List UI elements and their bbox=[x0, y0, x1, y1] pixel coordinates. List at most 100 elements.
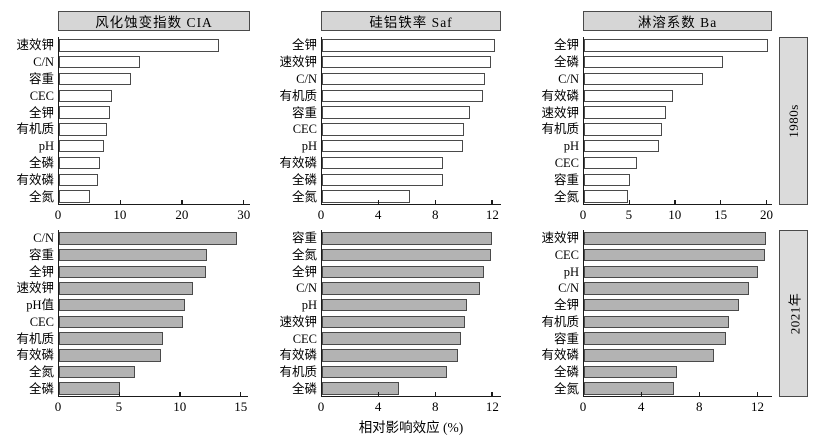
category-label: 速效钾 bbox=[541, 105, 579, 120]
tick-label: 12 bbox=[750, 399, 764, 414]
tick-label: 10 bbox=[668, 207, 682, 222]
tick-label: 8 bbox=[432, 207, 439, 222]
category-label: pH bbox=[563, 139, 579, 154]
bar bbox=[59, 232, 238, 245]
category-label: C/N bbox=[296, 281, 317, 296]
bar bbox=[584, 89, 673, 103]
category-label: pH bbox=[563, 264, 579, 279]
tick-mark bbox=[756, 392, 759, 396]
row-label-1980s: 1980s bbox=[785, 104, 801, 138]
category-label: 有机质 bbox=[541, 314, 579, 329]
category-label: 速效钾 bbox=[279, 314, 317, 329]
tick-mark bbox=[674, 200, 676, 204]
tick-mark bbox=[377, 200, 380, 204]
bar bbox=[584, 156, 637, 170]
row-label-2021: 2021年 bbox=[787, 292, 803, 335]
category-label: 有机质 bbox=[16, 331, 54, 346]
bar bbox=[322, 106, 470, 119]
bar bbox=[584, 282, 749, 295]
tick-label: 0 bbox=[317, 399, 325, 414]
panel-title-box: 淋溶系数 Ba bbox=[583, 11, 772, 31]
row-label-box-1980s: 1980s bbox=[779, 37, 808, 205]
category-label: 容重 bbox=[291, 105, 317, 120]
bar bbox=[322, 265, 484, 278]
bar bbox=[584, 55, 723, 69]
bar bbox=[322, 365, 448, 379]
category-label: 全氮 bbox=[291, 189, 317, 204]
category-label: 全氮 bbox=[28, 364, 54, 379]
tick-label: 12 bbox=[485, 399, 499, 414]
tick-mark bbox=[491, 392, 493, 396]
category-label: 有效磷 bbox=[541, 348, 579, 363]
tick-label: 20 bbox=[759, 207, 773, 222]
bar-chart-plot-2021年 bbox=[321, 230, 501, 397]
tick-mark bbox=[628, 200, 631, 204]
category-label: 有机质 bbox=[16, 122, 54, 137]
category-label: C/N bbox=[33, 55, 54, 70]
category-label: 有效磷 bbox=[279, 348, 317, 363]
bar bbox=[59, 315, 183, 329]
category-label: C/N bbox=[558, 72, 579, 86]
bar bbox=[322, 55, 492, 69]
tick-mark bbox=[242, 200, 245, 204]
tick-label: 20 bbox=[175, 207, 189, 222]
bar bbox=[59, 282, 194, 295]
category-label: CEC bbox=[29, 88, 54, 103]
bar bbox=[322, 232, 493, 245]
bar bbox=[584, 332, 726, 345]
bar bbox=[584, 190, 628, 203]
bar bbox=[59, 123, 108, 136]
bar bbox=[322, 156, 443, 170]
category-label: 有效磷 bbox=[541, 88, 579, 103]
bar-chart-plot-1980s bbox=[58, 37, 250, 205]
row-label-box-2021: 2021年 bbox=[779, 230, 808, 397]
bar bbox=[59, 89, 112, 103]
tick-mark bbox=[434, 392, 437, 396]
tick-label: 8 bbox=[432, 399, 439, 414]
bar bbox=[59, 365, 136, 379]
category-label: 全氮 bbox=[291, 248, 317, 263]
tick-mark bbox=[181, 200, 183, 204]
bar bbox=[322, 89, 483, 103]
bar bbox=[322, 190, 411, 203]
bar bbox=[584, 232, 767, 245]
category-label: 全磷 bbox=[553, 364, 579, 379]
category-label: 全钾 bbox=[28, 105, 54, 120]
category-label: 速效钾 bbox=[541, 231, 579, 246]
bar bbox=[584, 265, 758, 278]
bar bbox=[322, 72, 486, 86]
bar bbox=[59, 248, 207, 262]
category-label: pH值 bbox=[26, 298, 54, 313]
category-label: 全钾 bbox=[28, 264, 54, 279]
tick-label: 30 bbox=[237, 207, 251, 222]
category-label: CEC bbox=[292, 331, 317, 346]
bar bbox=[584, 72, 703, 86]
bar bbox=[59, 39, 220, 52]
category-label: CEC bbox=[554, 248, 579, 263]
tick-label: 4 bbox=[637, 399, 645, 414]
bar bbox=[584, 315, 729, 329]
bar bbox=[59, 106, 110, 119]
category-label: 速效钾 bbox=[16, 38, 54, 53]
bar bbox=[584, 39, 769, 52]
bar bbox=[59, 190, 90, 203]
tick-mark bbox=[491, 200, 493, 204]
bar bbox=[59, 55, 140, 69]
tick-mark bbox=[118, 392, 121, 396]
panel-title: 淋溶系数 Ba bbox=[637, 15, 718, 30]
bar bbox=[59, 139, 104, 153]
panel-title-box: 硅铝铁率 Saf bbox=[321, 11, 501, 31]
tick-label: 12 bbox=[485, 207, 499, 222]
bar bbox=[59, 173, 98, 187]
tick-label: 8 bbox=[696, 399, 703, 414]
category-label: 容重 bbox=[28, 248, 54, 263]
bar-chart-plot-2021年 bbox=[583, 230, 772, 397]
tick-mark bbox=[719, 200, 722, 204]
tick-label: 10 bbox=[173, 399, 187, 414]
category-label: 容重 bbox=[553, 172, 579, 187]
category-label: 容重 bbox=[291, 231, 317, 246]
tick-mark bbox=[179, 392, 181, 396]
category-label: CEC bbox=[292, 122, 317, 137]
tick-label: 0 bbox=[54, 207, 62, 222]
category-label: 容重 bbox=[553, 331, 579, 346]
